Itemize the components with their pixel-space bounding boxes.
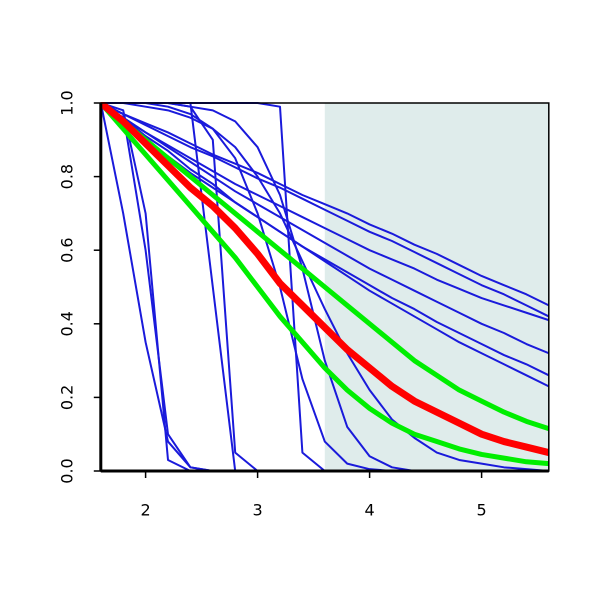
series-line bbox=[101, 102, 549, 355]
lines-layer bbox=[101, 102, 549, 472]
y-tick-label: 0.2 bbox=[58, 385, 77, 410]
x-tick-label: 2 bbox=[141, 501, 151, 520]
series-line bbox=[101, 102, 549, 457]
series-line bbox=[101, 102, 549, 307]
y-tick-label: 1.0 bbox=[58, 90, 77, 115]
series-line bbox=[101, 102, 549, 388]
series-line bbox=[101, 102, 549, 432]
x-tick-label: 4 bbox=[365, 501, 375, 520]
series-line bbox=[101, 102, 549, 472]
y-tick-label: 0.0 bbox=[58, 458, 77, 483]
y-tick-label: 0.4 bbox=[58, 311, 77, 336]
series-line bbox=[101, 102, 549, 467]
y-tick-label: 0.8 bbox=[58, 164, 77, 189]
x-tick-label: 3 bbox=[253, 501, 263, 520]
x-tick-label: 5 bbox=[477, 501, 487, 520]
series-line bbox=[101, 102, 549, 322]
axes-layer: 2 3 4 5 0.0 0.2 0.4 0.6 0.8 1.0 bbox=[58, 90, 550, 520]
y-tick-label: 0.6 bbox=[58, 237, 77, 262]
series-line bbox=[101, 102, 549, 318]
